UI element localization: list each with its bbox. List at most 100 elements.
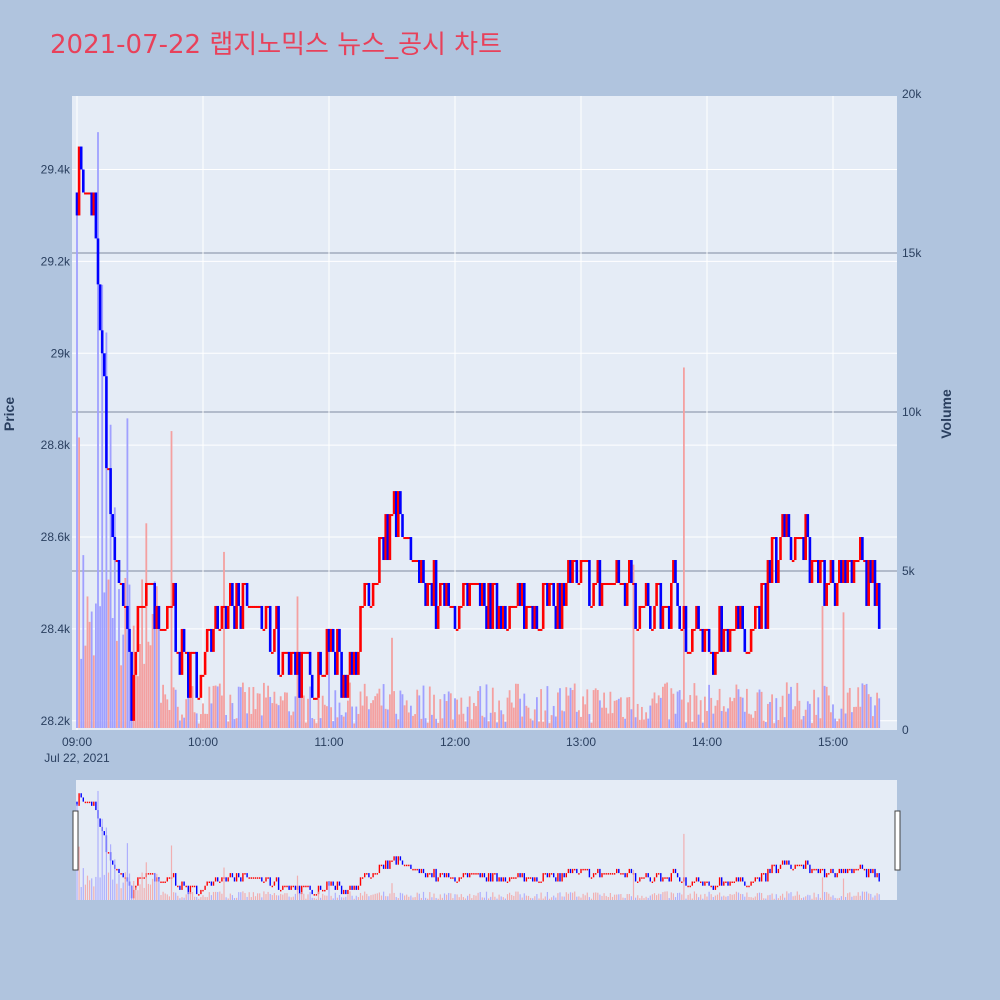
volume-bar: [580, 716, 582, 728]
volume-bar: [641, 706, 643, 728]
slider-volume-bar: [383, 891, 385, 900]
candle: [810, 560, 814, 583]
volume-bar: [559, 688, 561, 728]
slider-candle: [76, 801, 78, 806]
slider-volume-bar: [691, 898, 693, 900]
candle: [827, 582, 831, 585]
volume-bar: [634, 717, 637, 728]
candle: [569, 560, 572, 583]
candle: [441, 582, 444, 585]
slider-volume-bar: [611, 896, 614, 900]
slider-candle: [519, 873, 521, 878]
range-slider-left-handle[interactable]: [72, 810, 79, 871]
volume-bar: [382, 684, 385, 728]
volume-bar: [250, 713, 253, 728]
candle: [426, 582, 429, 606]
slider-volume-bar: [586, 892, 588, 900]
slider-candle: [275, 877, 278, 882]
slider-candle: [288, 885, 290, 890]
candle: [502, 605, 505, 629]
slider-volume-bar: [670, 892, 672, 900]
slider-candle: [164, 881, 166, 884]
candle: [558, 582, 562, 629]
slider-volume-bar: [826, 892, 828, 900]
volume-bar: [149, 645, 152, 728]
slider-candle: [744, 881, 746, 886]
slider-volume-bar: [737, 892, 740, 900]
volume-bar: [483, 717, 486, 728]
slider-volume-bar: [842, 878, 845, 900]
volume-bar: [588, 714, 591, 728]
volume-bar: [624, 718, 626, 728]
slider-volume-bar: [259, 893, 261, 900]
slider-volume-bar: [120, 888, 122, 900]
candle: [418, 560, 421, 583]
candle: [667, 605, 671, 629]
candle: [789, 537, 793, 561]
volume-bar: [489, 712, 492, 728]
volume-bar: [773, 723, 776, 728]
slider-volume-bar: [620, 894, 622, 900]
slider-candle: [527, 877, 530, 879]
volume-bar: [636, 703, 639, 728]
slider-volume-bar: [853, 895, 855, 900]
slider-volume-bar: [721, 896, 723, 900]
volume-bar: [802, 716, 805, 728]
slider-volume-bar: [538, 898, 540, 900]
slider-volume-bar: [784, 897, 786, 900]
volume-bar: [869, 696, 872, 728]
slider-candle: [393, 856, 395, 861]
slider-candle: [408, 864, 410, 867]
volume-bar: [176, 706, 179, 728]
candle: [716, 651, 719, 654]
volume-bar: [596, 690, 599, 728]
candle: [357, 651, 360, 675]
slider-volume-bar: [601, 895, 603, 900]
volume-bar: [78, 437, 80, 728]
slider-volume-bar: [515, 891, 517, 900]
slider-volume-bar: [771, 893, 773, 900]
volume-bar: [540, 689, 542, 728]
slider-candle: [718, 877, 721, 886]
slider-candle: [550, 873, 553, 875]
slider-volume-bar: [782, 893, 784, 900]
slider-volume-bar: [544, 896, 546, 900]
slider-volume-bar: [593, 892, 595, 900]
candle: [628, 560, 631, 583]
slider-volume-bar: [324, 895, 326, 900]
candle: [739, 605, 742, 629]
candle: [848, 560, 852, 563]
slider-volume-bar: [273, 893, 275, 900]
candle: [376, 582, 379, 585]
slider-candle: [645, 873, 647, 878]
slider-volume-bar: [786, 891, 788, 900]
slider-volume-bar: [710, 894, 712, 900]
slider-candle: [876, 873, 878, 878]
slider-volume-bar: [196, 896, 198, 900]
volume-bar: [565, 687, 568, 728]
candle: [758, 605, 761, 629]
range-slider[interactable]: [76, 780, 897, 900]
slider-candle: [368, 873, 370, 878]
candle: [487, 582, 490, 629]
slider-volume-bar: [748, 897, 750, 900]
candle: [575, 560, 579, 583]
slider-volume-bar: [532, 898, 534, 900]
candle: [537, 628, 541, 631]
volume-bar: [111, 618, 114, 728]
main-plot-area[interactable]: [72, 96, 897, 730]
slider-candle: [353, 885, 355, 890]
volume-bar: [638, 719, 641, 728]
slider-volume-bar: [847, 893, 849, 900]
volume-bar: [359, 691, 362, 728]
slider-candle: [122, 873, 124, 878]
slider-candle: [706, 881, 708, 884]
slider-volume-bar: [187, 891, 189, 900]
range-slider-right-handle[interactable]: [894, 810, 901, 871]
volume-bar: [189, 686, 192, 728]
volume-bar: [592, 690, 595, 728]
candle: [348, 651, 352, 675]
volume-bar: [762, 720, 765, 728]
candle: [168, 605, 171, 608]
volume-bar: [214, 685, 217, 728]
